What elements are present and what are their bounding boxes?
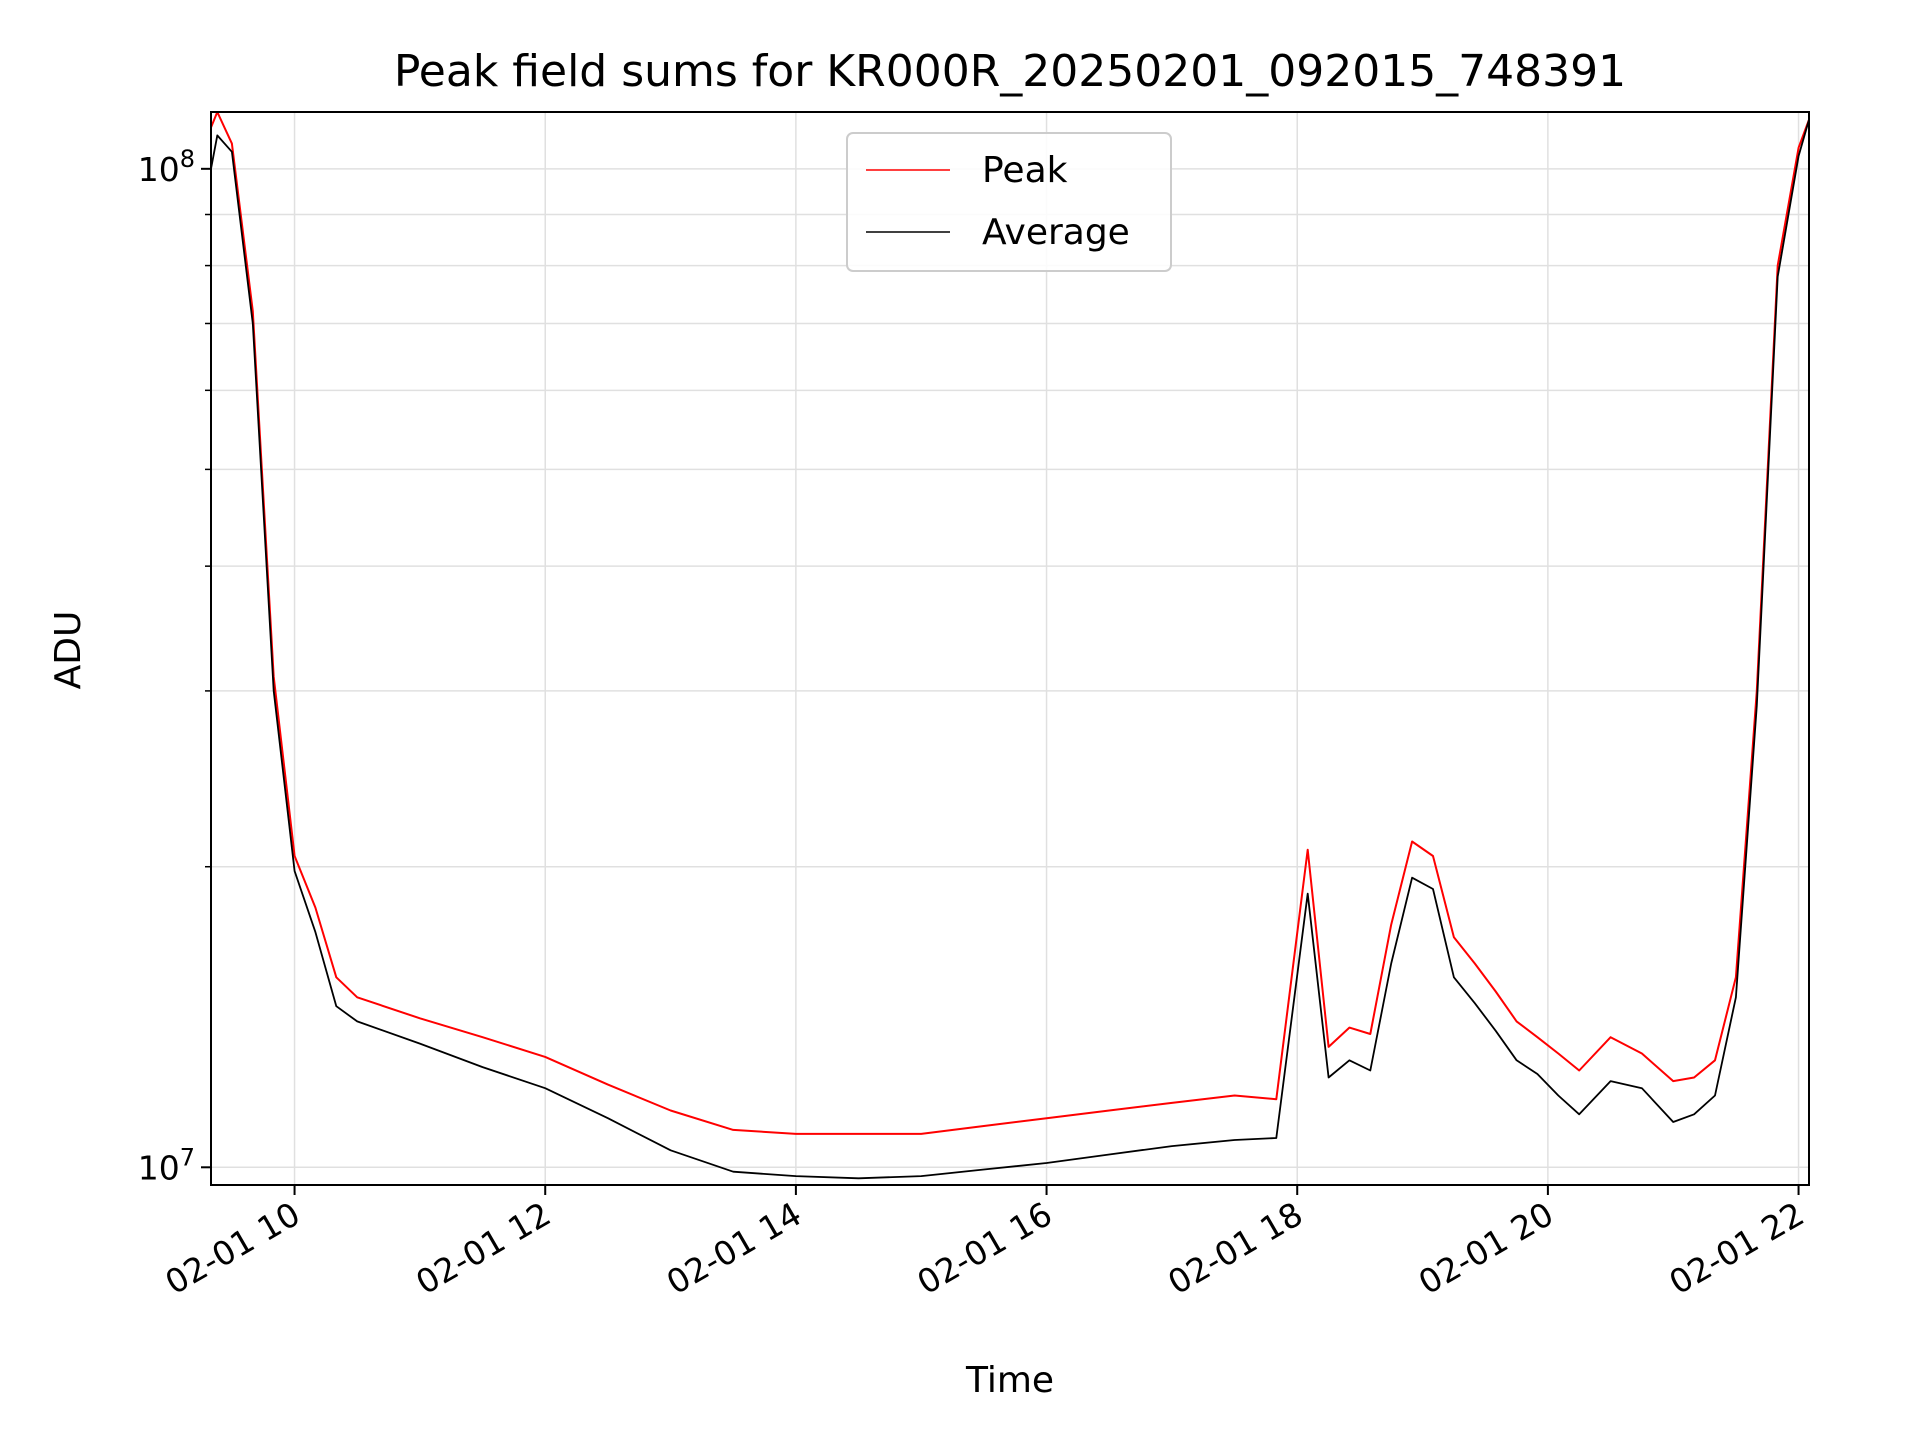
legend-average-label: Average <box>982 212 1130 253</box>
y-axis-ticks: 107 108 <box>138 145 211 1187</box>
y-tick-label: 108 <box>138 145 195 189</box>
series-line-peak <box>211 112 1809 1135</box>
plot-frame <box>210 111 1810 1186</box>
chart-title: Peak field sums for KR000R_20250201_0920… <box>394 46 1626 97</box>
y-tick-label: 107 <box>138 1143 195 1187</box>
legend-peak-label: Peak <box>982 150 1068 191</box>
x-axis-label: Time <box>965 1360 1054 1401</box>
legend: Peak Average <box>846 132 1172 272</box>
series-line-average <box>211 119 1809 1180</box>
series-layer <box>211 112 1809 1180</box>
y-axis-label: ADU <box>48 611 89 690</box>
legend-box <box>846 132 1172 272</box>
